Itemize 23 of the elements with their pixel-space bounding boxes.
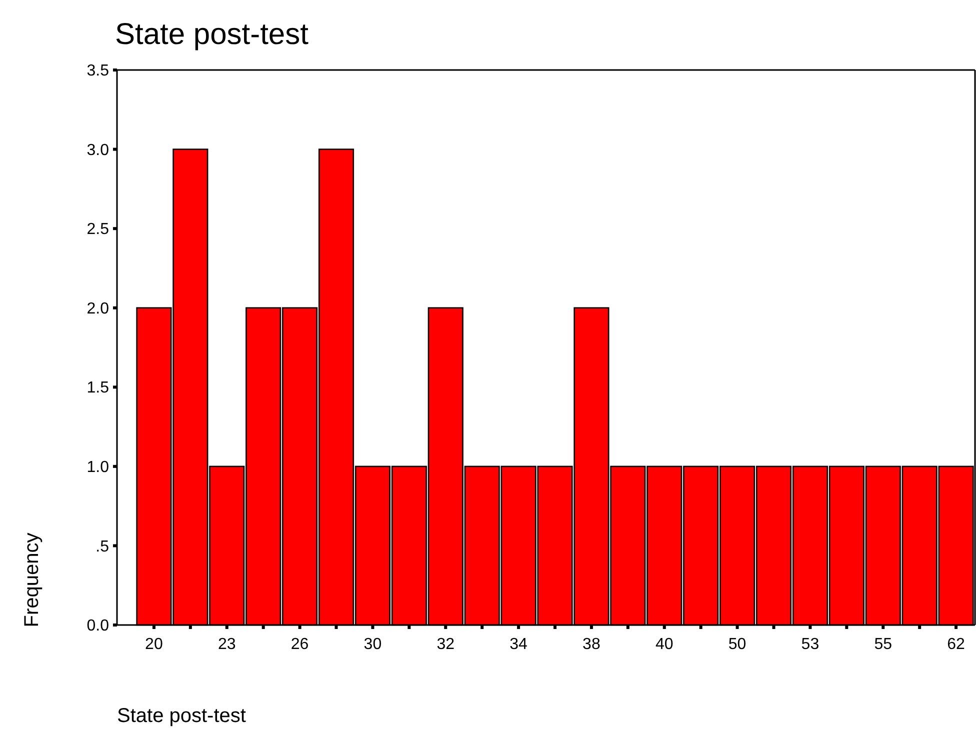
chart-title: State post-test (115, 18, 310, 51)
y-tick-label: 2.5 (86, 221, 110, 238)
y-tick-label: 1.5 (86, 380, 110, 397)
x-tick-label: 34 (510, 636, 528, 653)
y-tick-label: 0.0 (86, 618, 110, 635)
x-tick-label: 40 (655, 636, 674, 653)
y-tick-label: 1.0 (86, 459, 110, 476)
x-tick-label: 38 (582, 636, 600, 653)
x-tick-label: 26 (290, 636, 309, 653)
x-axis-title: State post-test (117, 705, 246, 727)
x-tick-label: 30 (364, 636, 382, 653)
y-tick-label: 2.0 (86, 300, 110, 318)
x-tick-label: 32 (436, 636, 455, 653)
x-tick-label: 20 (145, 636, 163, 653)
x-tick-label: 53 (801, 636, 820, 653)
x-tick-label: 23 (218, 636, 236, 653)
y-tick-label: .5 (96, 538, 110, 556)
y-axis-title: Frequency (21, 532, 43, 628)
y-tick-label: 3.5 (86, 62, 110, 80)
x-tick-label: 55 (874, 636, 892, 653)
x-tick-label: 50 (728, 636, 746, 653)
x-tick-label: 62 (947, 636, 966, 653)
y-tick-label: 3.0 (86, 142, 110, 159)
